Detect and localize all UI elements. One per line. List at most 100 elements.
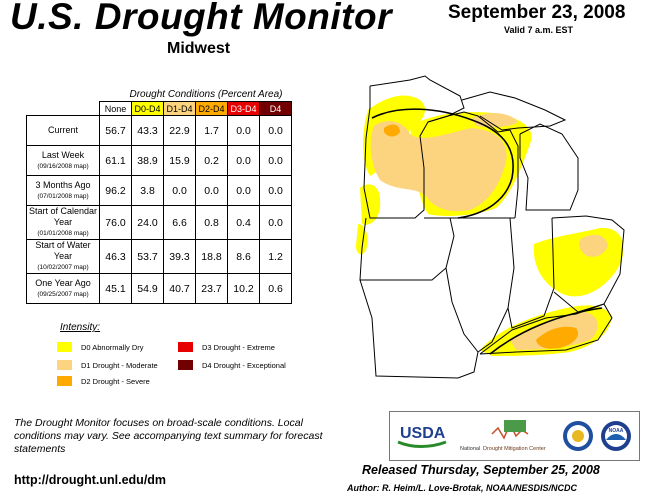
table-cell: 43.3 bbox=[131, 115, 164, 146]
table-cell: 0.0 bbox=[195, 175, 228, 206]
table-row: 3 Months Ago (07/01/2008 map) 96.2 3.8 0.… bbox=[26, 175, 292, 206]
row-label-text: Start of Calendar Year bbox=[28, 206, 98, 227]
table-cell: 8.6 bbox=[227, 239, 260, 274]
row-label-date: (09/25/2007 map) bbox=[37, 290, 89, 298]
table-cell: 61.1 bbox=[99, 145, 132, 176]
table-cell: 18.8 bbox=[195, 239, 228, 274]
state-border bbox=[461, 91, 567, 131]
table-cell: 22.9 bbox=[163, 115, 196, 146]
row-label-text: Start of Water Year bbox=[35, 240, 91, 261]
row-label: Last Week (09/16/2008 map) bbox=[26, 145, 100, 176]
table-cell: 76.0 bbox=[99, 205, 132, 240]
table-cell: 0.0 bbox=[259, 145, 292, 176]
row-label: Start of Water Year (10/02/2007 map) bbox=[26, 239, 100, 274]
usda-logo: USDA bbox=[397, 425, 447, 448]
table-cell: 0.0 bbox=[227, 145, 260, 176]
state-border bbox=[445, 217, 515, 353]
impact-boundary-north bbox=[371, 108, 514, 219]
legend-swatch bbox=[178, 342, 193, 352]
impact-boundaries bbox=[371, 108, 603, 355]
ndmc-prefix: National bbox=[460, 446, 480, 452]
row-label: Start of Calendar Year (01/01/2008 map) bbox=[26, 205, 100, 240]
drought-conditions-table: None D0-D4 D1-D4 D2-D4 D3-D4 D4 Current … bbox=[26, 101, 292, 304]
d1-ohio bbox=[579, 234, 608, 257]
table-cell: 0.0 bbox=[227, 115, 260, 146]
legend-item-d2: D2 Drought - Severe bbox=[57, 376, 150, 386]
row-label-text: Last Week bbox=[41, 149, 85, 160]
ndmc-tree-icon bbox=[504, 420, 526, 432]
d1-upper-peninsula bbox=[472, 113, 518, 128]
table-row: One Year Ago (09/25/2007 map) 45.1 54.9 4… bbox=[26, 273, 292, 304]
table-cell: 38.9 bbox=[131, 145, 164, 176]
legend-item-d4: D4 Drought - Exceptional bbox=[178, 360, 286, 370]
table-cell: 54.9 bbox=[131, 273, 164, 304]
table-cell: 0.0 bbox=[259, 115, 292, 146]
legend-item-d0: D0 Abnormally Dry bbox=[57, 342, 144, 352]
state-border bbox=[479, 303, 613, 355]
table-cell: 0.6 bbox=[259, 273, 292, 304]
table-cell: 0.0 bbox=[259, 175, 292, 206]
table-cell: 40.7 bbox=[163, 273, 196, 304]
state-border bbox=[551, 215, 625, 313]
table-row: Current 56.7 43.3 22.9 1.7 0.0 0.0 bbox=[26, 115, 292, 146]
row-label: 3 Months Ago (07/01/2008 map) bbox=[26, 175, 100, 206]
row-label-text: 3 Months Ago bbox=[35, 179, 91, 190]
table-row: Start of Calendar Year (01/01/2008 map) 7… bbox=[26, 205, 292, 240]
state-border bbox=[519, 123, 579, 211]
table-cell: 15.9 bbox=[163, 145, 196, 176]
state-border bbox=[359, 217, 455, 281]
table-cell: 46.3 bbox=[99, 239, 132, 274]
row-label-date: (07/01/2008 map) bbox=[37, 192, 89, 200]
state-michigan-lp bbox=[520, 124, 578, 210]
legend-swatch bbox=[57, 342, 72, 352]
column-header-d3-d4: D3-D4 bbox=[227, 101, 260, 116]
table-cell: 53.7 bbox=[131, 239, 164, 274]
doc-seal-icon bbox=[563, 421, 593, 451]
row-label-text: One Year Ago bbox=[35, 277, 91, 288]
ndmc-name: Drought Mitigation Center bbox=[483, 446, 546, 452]
author-credit: Author: R. Heim/L. Love-Brotak, NOAA/NES… bbox=[347, 483, 578, 493]
legend-swatch bbox=[57, 376, 72, 386]
legend-label: D0 Abnormally Dry bbox=[81, 342, 144, 352]
state-border bbox=[363, 75, 465, 219]
drought-url-link[interactable]: http://drought.unl.edu/dm bbox=[14, 473, 167, 487]
d1-minnesota-wisconsin bbox=[370, 120, 507, 212]
ndmc-logo: National Drought Mitigation Center bbox=[460, 420, 546, 452]
table-corner bbox=[27, 102, 100, 116]
legend-item-d1: D1 Drought - Moderate bbox=[57, 360, 158, 370]
row-label: Current bbox=[26, 115, 100, 146]
map-date: September 23, 2008 bbox=[448, 2, 626, 23]
column-header-d2-d4: D2-D4 bbox=[195, 101, 228, 116]
table-cell: 23.7 bbox=[195, 273, 228, 304]
table-cell: 0.0 bbox=[227, 175, 260, 206]
drought-map bbox=[356, 75, 625, 379]
page-title: U.S. Drought Monitor bbox=[10, 0, 392, 37]
table-cell: 10.2 bbox=[227, 273, 260, 304]
row-label-date: (01/01/2008 map) bbox=[37, 230, 89, 237]
table-row: Start of Water Year (10/02/2007 map) 46.3… bbox=[26, 239, 292, 274]
table-cell: 0.0 bbox=[163, 175, 196, 206]
release-date: Released Thursday, September 25, 2008 bbox=[362, 463, 600, 477]
table-cell: 1.2 bbox=[259, 239, 292, 274]
legend-title: Intensity: bbox=[60, 322, 101, 333]
usda-logo-text: USDA bbox=[400, 425, 446, 442]
table-cell: 0.0 bbox=[259, 205, 292, 240]
d2-kentucky bbox=[536, 326, 579, 349]
column-header-d4: D4 bbox=[259, 101, 292, 116]
table-cell: 39.3 bbox=[163, 239, 196, 274]
column-header-d1-d4: D1-D4 bbox=[163, 101, 196, 116]
table-cell: 24.0 bbox=[131, 205, 164, 240]
d2-north-minnesota bbox=[384, 124, 400, 137]
state-border bbox=[507, 217, 555, 329]
table-cell: 0.2 bbox=[195, 145, 228, 176]
table-caption: Drought Conditions (Percent Area) bbox=[129, 89, 283, 100]
state-illinois bbox=[446, 218, 514, 352]
column-header-none: None bbox=[99, 101, 132, 116]
row-label-date: (10/02/2007 map) bbox=[37, 264, 89, 271]
impact-boundary-ohio-valley bbox=[489, 307, 603, 355]
region-title: Midwest bbox=[167, 40, 231, 57]
table-header-row: None D0-D4 D1-D4 D2-D4 D3-D4 D4 bbox=[27, 101, 292, 116]
row-label-date: (09/16/2008 map) bbox=[37, 162, 89, 170]
row-label-text: Current bbox=[47, 125, 78, 135]
table-cell: 0.8 bbox=[195, 205, 228, 240]
